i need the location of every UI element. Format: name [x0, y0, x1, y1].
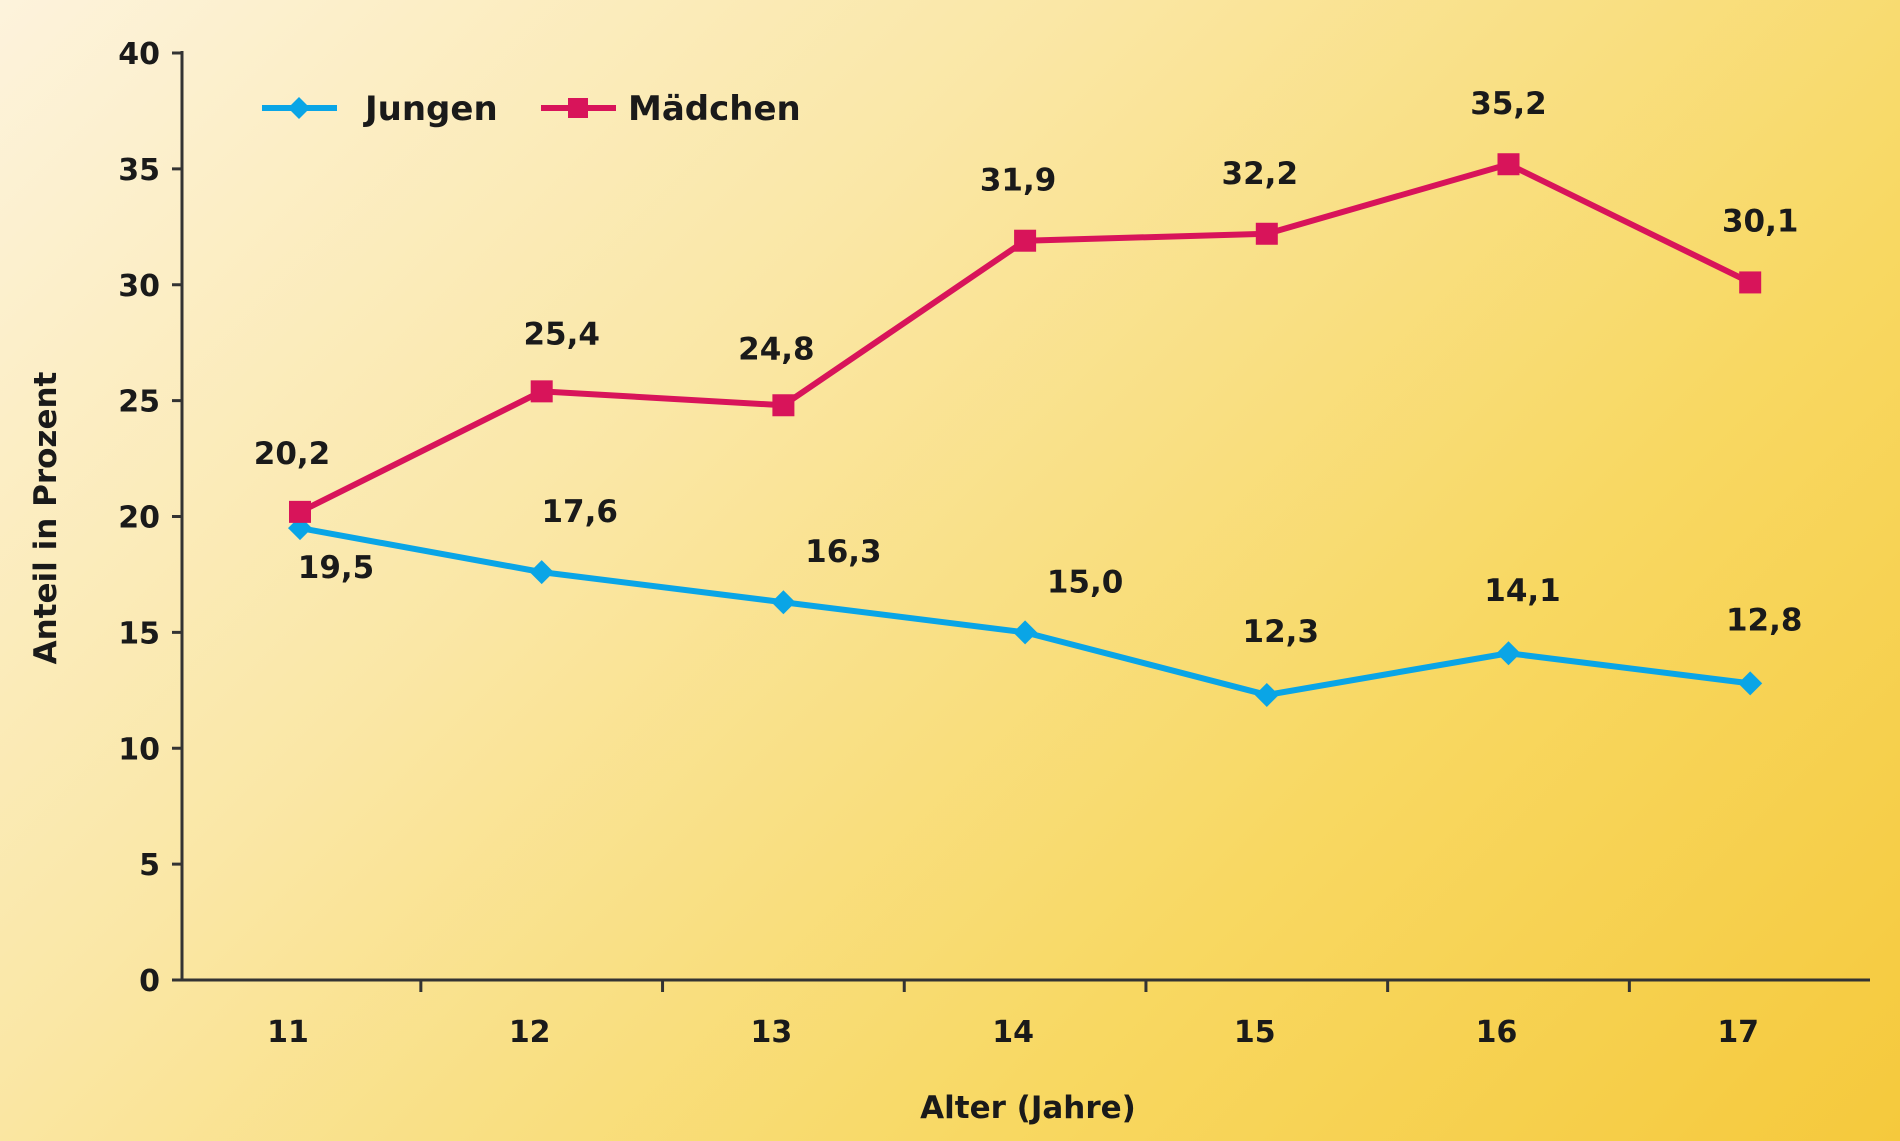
y-tick-label: 0: [139, 964, 160, 999]
data-label-Mädchen: 31,9: [980, 163, 1057, 199]
data-point-Jungen: [1496, 641, 1521, 666]
data-label-Mädchen: 25,4: [523, 316, 600, 352]
data-point-Jungen: [529, 560, 554, 585]
data-point-Jungen: [1254, 682, 1279, 707]
legend: Jungen Mädchen: [262, 89, 801, 129]
data-point-Mädchen: [1014, 229, 1037, 252]
data-point-Mädchen: [1255, 222, 1278, 245]
data-point-Mädchen: [289, 500, 311, 523]
data-label-Jungen: 15,0: [1047, 564, 1124, 600]
series-Mädchen: 20,2 25,4 24,8 31,9 32,2 35,2 30,1: [254, 86, 1799, 523]
data-point-Jungen: [1013, 620, 1038, 645]
legend-marker-icon: [288, 97, 310, 119]
data-label-Mädchen: 35,2: [1470, 86, 1547, 122]
y-tick-label: 15: [118, 616, 160, 651]
axes: 0 5 10 15 20 25 30 35 40 11 12 13 14 15 16 17: [118, 37, 1870, 1050]
x-axis-title: Alter (Jahre): [920, 1090, 1136, 1126]
data-label-Jungen: 19,5: [298, 550, 375, 586]
data-label-Jungen: 16,3: [805, 534, 882, 570]
x-tick-label: 16: [1476, 1015, 1518, 1050]
x-tick-label: 17: [1717, 1015, 1759, 1050]
data-label-Jungen: 12,3: [1243, 614, 1320, 650]
data-point-Mädchen: [530, 380, 553, 403]
data-label-Mädchen: 32,2: [1222, 156, 1299, 192]
data-label-Mädchen: 20,2: [254, 436, 331, 472]
y-tick-label: 10: [118, 732, 160, 767]
data-label-Jungen: 12,8: [1726, 602, 1803, 638]
y-tick-label: 30: [118, 269, 160, 304]
data-label-Jungen: 14,1: [1484, 573, 1561, 609]
x-tick-label: 14: [992, 1015, 1034, 1050]
data-point-Jungen: [771, 590, 796, 615]
y-axis-title: Anteil in Prozent: [28, 371, 64, 664]
legend-item: Jungen: [262, 89, 498, 129]
data-point-Mädchen: [1497, 153, 1520, 176]
x-tick-label: 12: [509, 1015, 551, 1050]
data-label-Jungen: 17,6: [541, 494, 618, 530]
series-line-Mädchen: [297, 161, 1754, 515]
y-tick-label: 40: [118, 37, 160, 72]
series-layer: 19,5 17,6 16,3 15,0 12,3 14,1 12,8 20,2 25,4 24,8…: [254, 86, 1802, 707]
y-tick-label: 5: [139, 848, 160, 883]
data-point-Mädchen: [1739, 271, 1762, 294]
legend-label: Jungen: [363, 89, 498, 129]
data-point-Jungen: [1738, 671, 1763, 696]
data-label-Mädchen: 24,8: [738, 331, 815, 367]
legend-marker-icon: [568, 98, 588, 118]
legend-item: Mädchen: [541, 89, 801, 129]
y-tick-label: 35: [118, 153, 160, 188]
x-tick-label: 13: [751, 1015, 793, 1050]
series-Jungen: 19,5 17,6 16,3 15,0 12,3 14,1 12,8: [288, 494, 1802, 707]
y-tick-label: 20: [118, 501, 160, 536]
data-label-Mädchen: 30,1: [1722, 203, 1799, 239]
axis-titles: Anteil in Prozent Alter (Jahre): [28, 371, 1136, 1126]
y-tick-label: 25: [118, 385, 160, 420]
series-line-Jungen: [297, 525, 1754, 698]
legend-label: Mädchen: [628, 89, 801, 129]
data-point-Mädchen: [772, 394, 795, 417]
x-tick-label: 11: [267, 1015, 309, 1050]
x-tick-label: 15: [1234, 1015, 1276, 1050]
